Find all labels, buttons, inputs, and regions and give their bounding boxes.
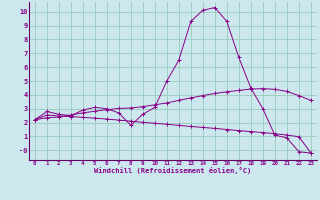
X-axis label: Windchill (Refroidissement éolien,°C): Windchill (Refroidissement éolien,°C) <box>94 168 252 174</box>
